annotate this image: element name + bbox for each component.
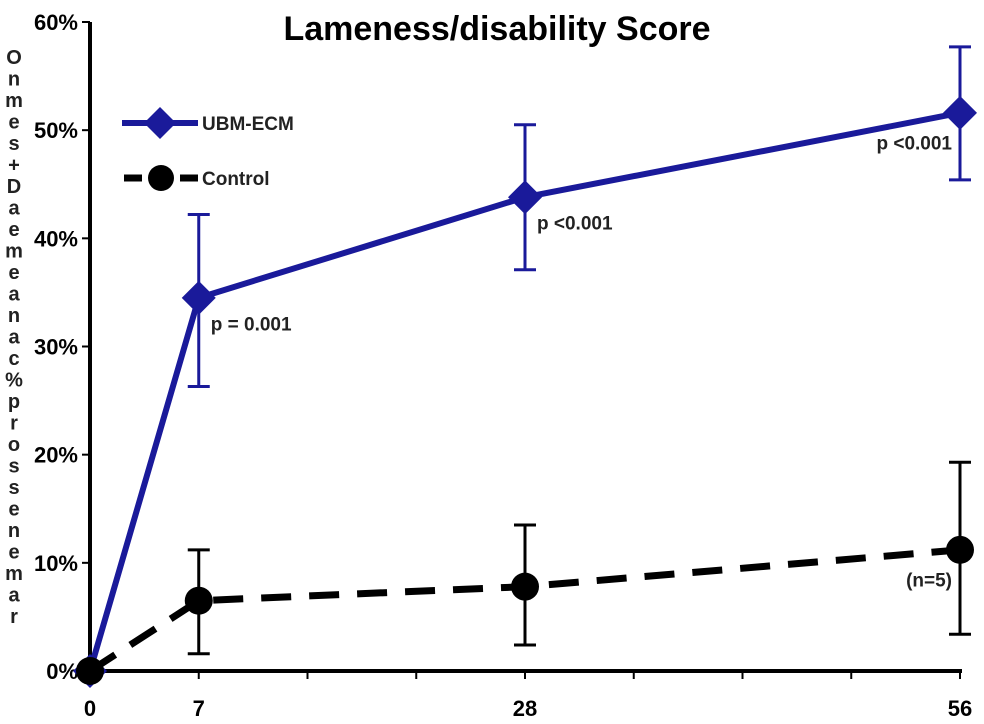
y-label-char: a: [8, 585, 20, 607]
y-tick-label: 60%: [34, 10, 78, 35]
y-tick-label: 20%: [34, 443, 78, 468]
y-label-char: e: [8, 262, 19, 284]
y-label-char: s: [8, 477, 19, 499]
legend: UBM-ECM Control: [122, 107, 294, 191]
y-label-char: s: [8, 456, 19, 478]
y-label-char: n: [8, 305, 20, 327]
y-label-char: r: [10, 413, 18, 435]
x-tick-label: 0: [84, 696, 96, 721]
legend-marker: [148, 165, 174, 191]
data-point: [76, 657, 104, 685]
x-tick-label: 7: [193, 696, 205, 721]
y-label-char: +: [8, 155, 20, 177]
y-label-char: m: [5, 241, 23, 263]
legend-label: Control: [202, 169, 270, 190]
data-point: [511, 572, 539, 601]
annotation: p = 0.001: [211, 314, 292, 335]
y-label-char: p: [8, 391, 20, 413]
data-point: [184, 586, 213, 615]
y-label-char: n: [8, 520, 20, 542]
data-point: [943, 95, 977, 130]
y-label-char: D: [7, 176, 21, 198]
y-tick-label: 0%: [46, 659, 78, 684]
y-label-char: O: [6, 47, 22, 69]
data-point: [508, 180, 542, 215]
legend-item: Control: [124, 165, 270, 191]
series-line: [88, 546, 961, 674]
y-label-char: a: [8, 198, 20, 220]
y-tick-label: 10%: [34, 551, 78, 576]
y-label-char: a: [8, 327, 20, 349]
annotation: p <0.001: [537, 214, 613, 235]
y-label-char: s: [8, 133, 19, 155]
y-label-char: m: [5, 90, 23, 112]
legend-item: UBM-ECM: [122, 107, 294, 139]
y-label-char: m: [5, 563, 23, 585]
y-label-char: c: [8, 348, 19, 370]
y-label-char: r: [10, 606, 18, 628]
series-line: [87, 109, 961, 672]
y-label-char: o: [8, 434, 20, 456]
y-label-char: %: [5, 370, 23, 392]
series-layer: [73, 45, 977, 688]
chart-title: Lameness/disability Score: [283, 10, 710, 48]
y-label-char: e: [8, 499, 19, 521]
data-point: [946, 535, 974, 564]
axis-ticks: 0% 10% 20% 30% 40% 50% 60% 0 7 28 56: [34, 10, 972, 721]
y-label-char: e: [8, 219, 19, 241]
annotations: p = 0.001 p <0.001 p <0.001 (n=5): [211, 134, 953, 592]
y-label-char: n: [8, 69, 20, 91]
y-tick-label: 50%: [34, 118, 78, 143]
data-point: [181, 280, 216, 315]
y-tick-label: 40%: [34, 226, 78, 251]
series-control: [76, 460, 974, 685]
x-tick-label: 28: [513, 696, 537, 721]
x-tick-label: 56: [948, 696, 972, 721]
y-label-char: e: [8, 542, 19, 564]
y-label-char: e: [8, 112, 19, 134]
legend-label: UBM-ECM: [202, 114, 294, 135]
legend-marker: [144, 107, 176, 139]
annotation: (n=5): [906, 571, 952, 592]
y-label-char: a: [8, 284, 20, 306]
y-tick-label: 30%: [34, 335, 78, 360]
annotation: p <0.001: [876, 134, 952, 155]
